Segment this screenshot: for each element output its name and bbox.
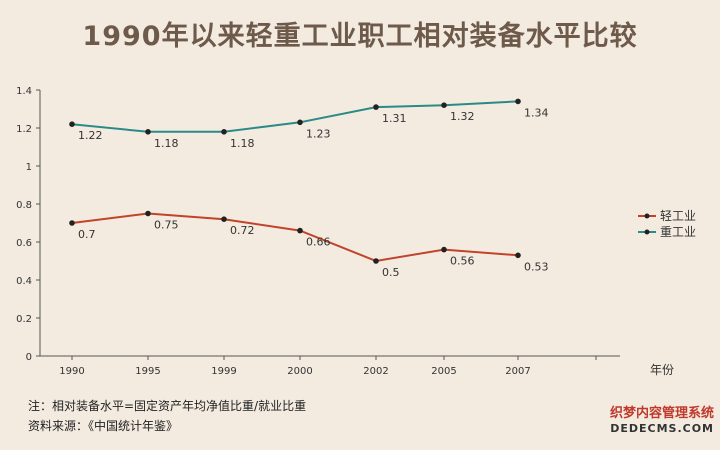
y-tick-label: 0.4 <box>16 276 32 287</box>
footnote-definition: 注：相对装备水平=固定资产年均净值比重/就业比重 <box>28 399 307 413</box>
data-point <box>297 227 303 234</box>
data-point <box>441 102 447 108</box>
y-tick-label: 0.6 <box>16 238 32 249</box>
data-point <box>221 216 227 222</box>
data-point <box>515 252 521 259</box>
data-label: 1.22 <box>78 129 103 142</box>
data-point <box>441 246 447 253</box>
x-tick-label: 2007 <box>505 366 530 377</box>
data-label: 0.7 <box>78 228 96 241</box>
y-tick-label: 0 <box>26 352 32 363</box>
data-point <box>69 121 75 127</box>
data-point <box>297 119 303 126</box>
x-tick-label: 2002 <box>363 366 388 377</box>
x-tick-label: 2000 <box>287 366 312 377</box>
data-label: 0.75 <box>154 219 179 232</box>
data-label: 0.66 <box>306 236 331 249</box>
x-tick-label: 1995 <box>135 366 160 377</box>
y-tick-label: 0.8 <box>16 200 32 211</box>
y-tick-label: 1 <box>26 162 32 173</box>
x-tick-label: 2005 <box>431 366 456 377</box>
legend-marker <box>644 229 650 235</box>
legend-marker <box>644 213 650 219</box>
data-label: 1.31 <box>382 112 407 125</box>
data-label: 0.56 <box>450 255 475 268</box>
data-label: 1.18 <box>230 137 255 150</box>
watermark-text: 织梦内容管理系统 <box>609 406 714 421</box>
legend-label: 轻工业 <box>660 209 696 223</box>
data-point <box>373 258 379 264</box>
x-tick-label: 1990 <box>59 366 84 377</box>
data-label: 1.32 <box>450 110 475 123</box>
data-label: 1.18 <box>154 137 179 150</box>
data-label: 0.72 <box>230 224 255 237</box>
data-label: 0.5 <box>382 266 400 279</box>
chart-title: 1990年以来轻重工业职工相对装备水平比较 <box>82 21 638 52</box>
data-label: 1.23 <box>306 127 331 140</box>
data-point <box>145 210 151 217</box>
watermark: 织梦内容管理系统 DEDECMS.COM <box>610 406 714 436</box>
y-tick-label: 0.2 <box>16 314 32 325</box>
y-tick-label: 1.4 <box>16 86 32 97</box>
x-tick-label: 1999 <box>211 366 236 377</box>
y-tick-label: 1.2 <box>16 124 32 135</box>
footnote-source: 资料来源：《中国统计年鉴》 <box>28 419 179 433</box>
data-point <box>145 129 151 135</box>
data-point <box>373 104 379 110</box>
watermark-url: DEDECMS.COM <box>610 422 714 435</box>
data-point <box>515 98 521 105</box>
legend-label: 重工业 <box>660 225 696 239</box>
data-label: 0.53 <box>524 260 549 273</box>
data-point <box>221 129 227 135</box>
x-axis-title: 年份 <box>650 363 674 377</box>
data-label: 1.34 <box>524 106 549 119</box>
data-point <box>69 220 75 226</box>
